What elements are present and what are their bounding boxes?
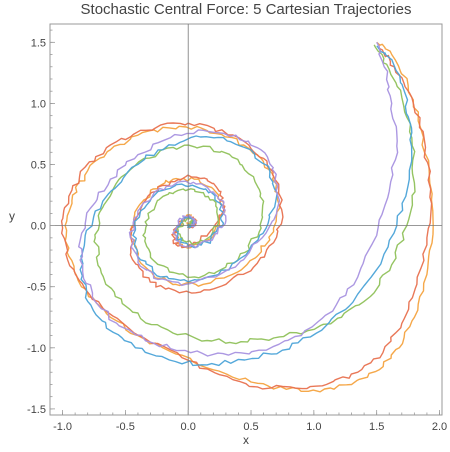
x-axis-label: x xyxy=(243,433,249,447)
x-tick-label: 1.5 xyxy=(369,421,384,433)
x-tick-label: 1.0 xyxy=(306,421,321,433)
y-tick-label: 0.5 xyxy=(31,160,46,172)
y-tick-label: -1.5 xyxy=(27,404,46,416)
trajectory-4 xyxy=(79,45,413,367)
x-tick-label: -0.5 xyxy=(116,421,135,433)
y-axis-ticks: -1.5 -1.0 -0.5 0.0 0.5 1.0 1.5 xyxy=(27,29,55,416)
y-tick-label: -0.5 xyxy=(27,282,46,294)
y-tick-label: -1.0 xyxy=(27,343,46,355)
x-tick-label: -1.0 xyxy=(53,421,72,433)
x-tick-label: 0.0 xyxy=(181,421,196,433)
y-tick-label: 1.0 xyxy=(31,98,46,110)
y-tick-label: 0.0 xyxy=(31,221,46,233)
y-tick-label: 1.5 xyxy=(31,37,46,49)
trajectory-5 xyxy=(78,41,399,357)
chart-title: Stochastic Central Force: 5 Cartesian Tr… xyxy=(81,1,412,18)
trajectory-1 xyxy=(64,41,434,393)
series-layer xyxy=(60,41,434,393)
x-tick-label: 2.0 xyxy=(432,421,447,433)
plot-frame xyxy=(49,23,443,416)
x-tick-label: 0.5 xyxy=(243,421,258,433)
y-axis-label: y xyxy=(9,209,15,223)
x-axis-ticks: -1.0 -0.5 0.0 0.5 1.0 1.5 2.0 xyxy=(53,410,447,433)
trajectory-2 xyxy=(60,47,433,390)
trajectory-3 xyxy=(93,44,416,345)
